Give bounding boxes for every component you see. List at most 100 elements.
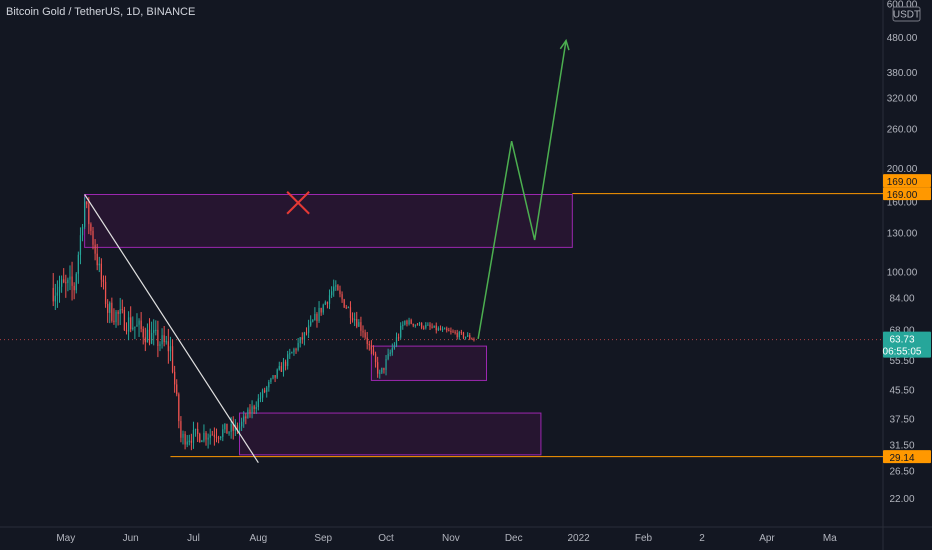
candle-body [180,421,182,438]
candle-body [109,302,111,313]
candle-body [178,394,180,422]
candle-body [117,311,119,314]
candle-body [253,406,255,409]
candle-body [144,337,146,343]
price-tick-label: 37.50 [889,414,914,425]
candle-body [125,330,128,332]
candle-body [425,324,427,328]
price-tick-label: 22.00 [889,494,914,505]
time-tick-label: Dec [505,533,523,544]
candle-body [335,285,337,287]
candle-body [167,341,169,352]
candle-body [240,421,243,427]
candle-body [270,378,272,383]
candle-body [305,332,308,334]
candle-body [186,441,188,445]
candle-body [54,295,56,302]
candle-body [282,361,285,372]
resistance-price-tag-label: 169.00 [887,190,918,201]
chart-title: Bitcoin Gold / TetherUS, 1D, BINANCE [6,6,196,18]
cross-stroke [286,191,310,215]
price-tick-label: 130.00 [887,228,918,239]
candle-body [330,291,333,296]
candle-body [199,433,201,443]
candle-body [464,336,467,338]
candle-body [383,367,385,370]
candle-body [197,428,199,434]
candle-body [276,369,278,378]
candle-body [318,307,320,321]
candle-body [368,343,370,346]
candle-body [67,279,69,283]
candle-body [123,309,126,331]
candle-body [155,329,157,331]
candle-body [452,331,454,333]
time-tick-label: May [56,533,75,544]
candle-body [272,375,274,379]
candle-body [92,230,94,245]
candle-body [56,292,59,296]
candle-body [247,409,249,419]
candle-body [435,325,437,331]
current-support-zone [370,345,488,381]
candle-body [257,398,259,408]
candle-body [182,433,184,438]
candle-body [297,343,299,351]
price-tick-label: 380.00 [887,68,918,79]
candle-body [211,434,213,436]
support-price-tag-bg [883,450,931,464]
candle-body [448,330,450,332]
candle-body [291,352,293,354]
candle-body [203,432,205,441]
candle-body [130,317,132,330]
candle-body [140,320,142,329]
candle-body [194,428,197,430]
candle-body [222,429,224,437]
annotations [84,38,570,463]
candle-body [307,325,310,333]
price-tick-label: 68.00 [889,325,914,336]
candle-body [316,313,318,321]
candle-body [387,353,389,359]
candle-body [444,328,446,330]
candle-body [63,279,65,283]
candle-body [236,425,239,431]
price-tick-label: 100.00 [887,268,918,279]
candle-body [255,407,257,409]
candle-body [429,324,431,327]
candle-body [102,279,105,282]
candle-body [161,335,163,345]
candle-body [146,329,149,343]
candle-body [215,436,218,438]
candle-body [441,328,444,330]
candle-body [312,320,314,322]
candle-body [71,276,73,286]
price-tick-label: 600.00 [887,0,918,11]
candle-body [420,322,423,328]
candle-body [58,286,61,293]
candle-body [230,423,232,432]
candle-body [460,331,463,333]
candle-body [86,201,88,205]
candle-body [136,324,138,327]
candle-body [77,254,79,274]
candle-body [427,324,429,326]
candle-body [190,440,193,443]
time-tick-label: Jul [187,533,200,544]
price-axis[interactable]: 600.00 480.00 380.00 320.00 260.00 200.00 160.… [887,0,921,505]
candle-body [406,320,408,325]
candle-body [299,337,301,344]
candle-body [356,319,358,327]
candle-body [150,332,153,344]
candle-body [113,320,115,323]
candle-body [301,337,303,340]
candle-body [249,409,251,414]
candle-body [104,281,107,305]
candle-body [98,263,100,266]
candle-body [88,204,90,225]
candle-body [142,328,144,338]
candle-body [163,335,165,343]
candle-body [347,307,349,309]
time-axis[interactable]: May Jun Jul Aug Sep Oct Nov Dec 2022 Feb 2 Apr Ma [56,533,837,544]
